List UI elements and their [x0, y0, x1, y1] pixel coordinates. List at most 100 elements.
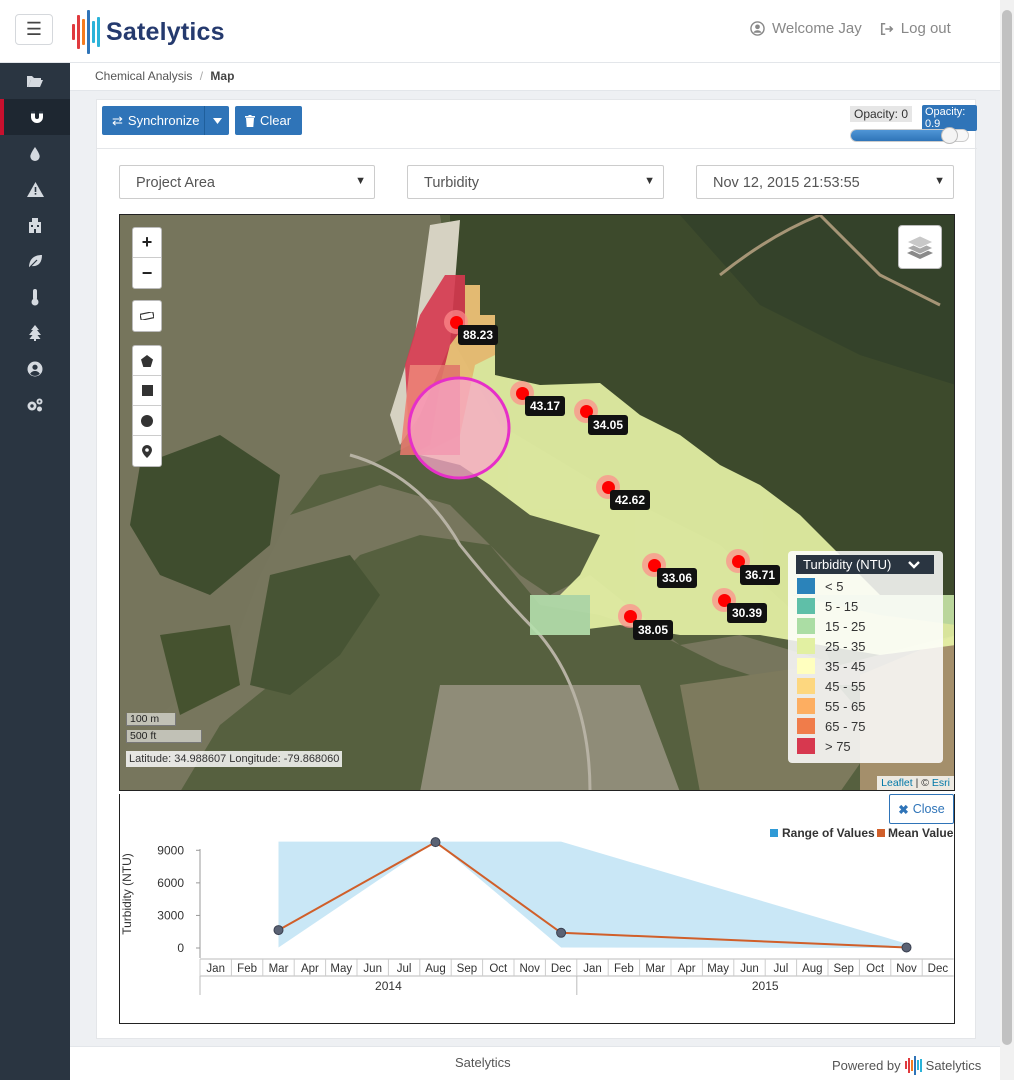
measure-button[interactable]	[133, 301, 161, 331]
sample-marker[interactable]	[618, 604, 642, 628]
sidebar-item-vegetation[interactable]	[0, 243, 70, 279]
sidebar-item-forest[interactable]	[0, 315, 70, 351]
sidebar-item-industry[interactable]	[0, 207, 70, 243]
breadcrumb-separator: /	[199, 69, 204, 83]
mean-point	[901, 942, 912, 953]
warning-icon	[26, 181, 44, 197]
logo-mark-icon	[72, 8, 100, 56]
legend-label: 25 - 35	[825, 638, 866, 654]
marker-label: 34.05	[588, 415, 629, 435]
x-tick-label: Dec	[551, 963, 572, 975]
turbidity-chart-panel: ✖ Close 0 3000 6000 9000 Turbidity (NTU) Jan F…	[119, 794, 955, 1024]
zoom-in-button[interactable]: +	[133, 228, 161, 258]
attribution-separator: | ©	[912, 777, 932, 789]
y-tick-label: 0	[177, 941, 184, 955]
menu-toggle-button[interactable]: ☰	[15, 14, 53, 45]
range-area	[278, 841, 907, 948]
legend-swatch-range	[770, 829, 778, 837]
legend-swatch	[797, 598, 815, 614]
map-legend: Turbidity (NTU) < 5 5 - 15 15 - 25 25 - …	[788, 551, 943, 763]
x-tick-label: Nov	[896, 963, 917, 975]
factory-icon	[29, 217, 41, 233]
footer-logo-text: Satelytics	[925, 1057, 982, 1073]
legend-item: < 5	[797, 578, 843, 594]
square-icon	[141, 385, 153, 396]
synchronize-dropdown-toggle[interactable]	[204, 106, 229, 135]
legend-label: 45 - 55	[825, 678, 866, 694]
sidebar-item-chemical[interactable]	[0, 99, 70, 135]
x-tick-label: Jun	[740, 963, 759, 975]
map-marker-icon	[142, 444, 152, 458]
welcome-link[interactable]: Welcome Jay	[750, 20, 862, 37]
x-tick-label: Jan	[206, 963, 225, 975]
marker-label: 33.06	[657, 568, 698, 588]
user-area: Welcome Jay Log out	[750, 20, 951, 37]
hamburger-icon: ☰	[25, 19, 43, 39]
legend-item: 65 - 75	[797, 718, 865, 734]
footer-brand-text: Satelytics	[455, 1055, 511, 1070]
sidebar-item-settings[interactable]	[0, 387, 70, 423]
mean-line	[278, 840, 907, 949]
chevron-down-icon: ▼	[644, 175, 655, 187]
draw-circle-button[interactable]	[133, 406, 161, 436]
y-tick-label: 9000	[157, 843, 184, 857]
logout-link[interactable]: Log out	[880, 20, 951, 37]
x-tick-label: Nov	[519, 963, 540, 975]
leaf-icon	[28, 254, 42, 268]
draw-polygon-button[interactable]	[133, 346, 161, 376]
sidebar-item-temperature[interactable]	[0, 279, 70, 315]
area-select[interactable]: Project Area ▼	[119, 165, 375, 199]
legend-item: 35 - 45	[797, 658, 865, 674]
parameter-select[interactable]: Turbidity ▼	[407, 165, 664, 199]
breadcrumb-parent[interactable]: Chemical Analysis	[95, 69, 193, 83]
leaflet-link[interactable]: Leaflet	[881, 777, 913, 789]
legend-item: 45 - 55	[797, 678, 865, 694]
sidebar-item-alerts[interactable]	[0, 171, 70, 207]
close-chart-button[interactable]: ✖ Close	[889, 794, 954, 824]
clear-button[interactable]: Clear	[235, 106, 302, 135]
legend-swatch	[797, 678, 815, 694]
x-tick-label: Apr	[678, 963, 696, 975]
legend-label: 5 - 15	[825, 598, 859, 614]
page-scrollbar[interactable]	[1000, 0, 1014, 1080]
synchronize-button[interactable]: ⇄ Synchronize	[102, 106, 229, 135]
draw-marker-button[interactable]	[133, 436, 161, 466]
measure-control	[132, 300, 162, 332]
opacity-slider-handle[interactable]	[941, 127, 958, 144]
zoom-out-button[interactable]: −	[141, 262, 153, 283]
opacity-slider[interactable]	[850, 127, 969, 144]
user-icon	[750, 21, 765, 36]
legend-label: 35 - 45	[825, 658, 866, 674]
x-tick-label: Aug	[425, 963, 445, 975]
date-select[interactable]: Nov 12, 2015 21:53:55 ▼	[696, 165, 954, 199]
x-tick-label: Feb	[237, 963, 257, 975]
draw-rectangle-button[interactable]	[133, 376, 161, 406]
parameter-select-value: Turbidity	[424, 175, 480, 191]
sidebar-item-water[interactable]	[0, 135, 70, 171]
layers-icon	[906, 235, 934, 259]
legend-label-range: Range of Values	[782, 826, 875, 840]
sidebar-item-account[interactable]	[0, 351, 70, 387]
brand-logo[interactable]: Satelytics	[72, 8, 225, 56]
polygon-icon	[141, 354, 153, 367]
legend-swatch	[797, 658, 815, 674]
x-tick-label: Mar	[645, 963, 665, 975]
legend-header[interactable]: Turbidity (NTU)	[796, 555, 934, 574]
synchronize-label: Synchronize	[127, 113, 200, 128]
opacity-value-label: Opacity: 0.9	[922, 105, 977, 131]
sidebar-item-projects[interactable]	[0, 63, 70, 99]
footer: Satelytics Powered by Satelytics	[70, 1046, 1000, 1080]
scale-bar-imperial: 500 ft	[126, 730, 202, 743]
legend-swatch	[797, 618, 815, 634]
layers-control-button[interactable]	[898, 225, 942, 269]
draw-toolbar	[132, 345, 162, 467]
welcome-text: Welcome Jay	[772, 20, 862, 37]
sidebar	[0, 63, 70, 1080]
esri-link[interactable]: Esri	[931, 777, 950, 789]
satellite-map[interactable]: + − 88.23 43	[119, 214, 955, 791]
scrollbar-thumb[interactable]	[1002, 10, 1012, 1045]
x-tick-label: Jan	[583, 963, 602, 975]
chevron-down-icon: ▼	[934, 175, 945, 187]
sample-marker[interactable]	[712, 588, 736, 612]
magnet-icon	[31, 111, 43, 123]
